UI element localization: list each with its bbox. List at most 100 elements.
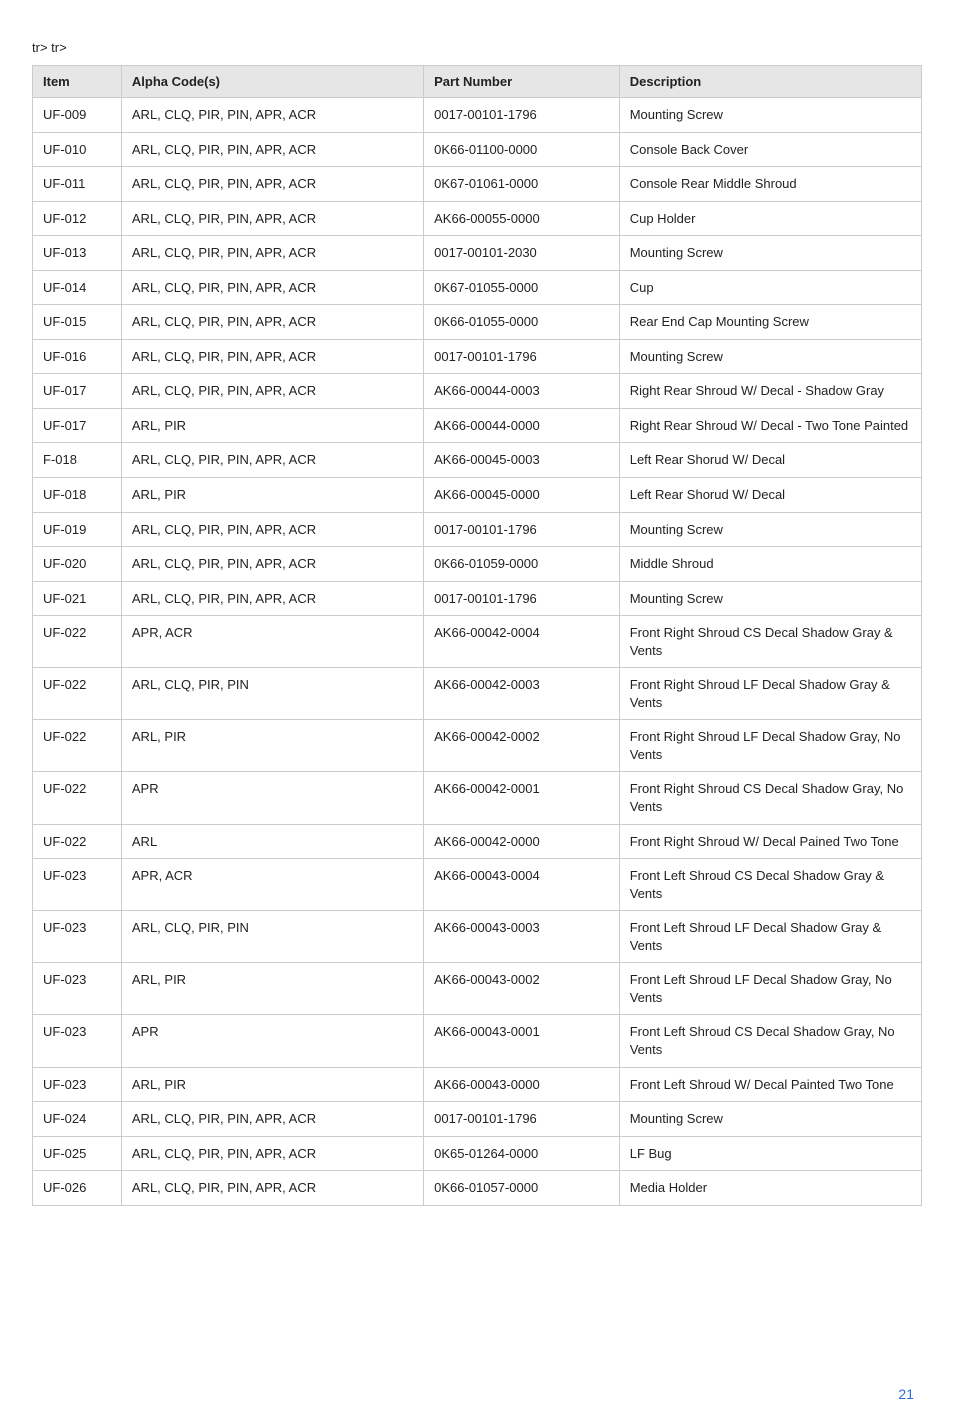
table-cell: AK66-00043-0002 [424, 963, 620, 1015]
table-cell: ARL, PIR [121, 963, 423, 1015]
table-cell: Mounting Screw [619, 339, 921, 374]
table-cell: 0017-00101-1796 [424, 98, 620, 133]
table-cell: ARL [121, 824, 423, 859]
table-cell: F-018 [33, 443, 122, 478]
table-cell: UF-023 [33, 911, 122, 963]
table-cell: UF-014 [33, 270, 122, 305]
table-row: UF-018ARL, PIRAK66-00045-0000Left Rear S… [33, 478, 922, 513]
table-cell: Media Holder [619, 1171, 921, 1206]
table-cell: Front Right Shroud LF Decal Shadow Gray … [619, 668, 921, 720]
table-cell: AK66-00043-0001 [424, 1015, 620, 1067]
table-row: UF-022APR, ACRAK66-00042-0004Front Right… [33, 616, 922, 668]
table-cell: UF-020 [33, 547, 122, 582]
table-cell: Front Left Shroud W/ Decal Painted Two T… [619, 1067, 921, 1102]
table-cell: ARL, CLQ, PIR, PIN, APR, ACR [121, 132, 423, 167]
table-row: UF-016ARL, CLQ, PIR, PIN, APR, ACR0017-0… [33, 339, 922, 374]
table-cell: Mounting Screw [619, 512, 921, 547]
table-cell: Front Left Shroud CS Decal Shadow Gray &… [619, 859, 921, 911]
table-cell: AK66-00043-0004 [424, 859, 620, 911]
table-cell: UF-025 [33, 1136, 122, 1171]
table-row: UF-023ARL, PIRAK66-00043-0002Front Left … [33, 963, 922, 1015]
table-cell: Mounting Screw [619, 1102, 921, 1137]
table-cell: ARL, CLQ, PIR, PIN, APR, ACR [121, 547, 423, 582]
table-cell: Front Left Shroud LF Decal Shadow Gray &… [619, 911, 921, 963]
table-cell: Front Right Shroud LF Decal Shadow Gray,… [619, 720, 921, 772]
table-cell: UF-022 [33, 720, 122, 772]
table-cell: UF-017 [33, 408, 122, 443]
table-cell: ARL, CLQ, PIR, PIN, APR, ACR [121, 98, 423, 133]
table-cell: 0K66-01057-0000 [424, 1171, 620, 1206]
table-row: UF-017ARL, CLQ, PIR, PIN, APR, ACRAK66-0… [33, 374, 922, 409]
table-cell: UF-024 [33, 1102, 122, 1137]
table-cell: Rear End Cap Mounting Screw [619, 305, 921, 340]
parts-table: Item Alpha Code(s) Part Number Descripti… [32, 65, 922, 1206]
table-cell: UF-022 [33, 668, 122, 720]
table-cell: ARL, CLQ, PIR, PIN, APR, ACR [121, 443, 423, 478]
table-row: UF-022APRAK66-00042-0001Front Right Shro… [33, 772, 922, 824]
table-cell: UF-026 [33, 1171, 122, 1206]
table-row: UF-025ARL, CLQ, PIR, PIN, APR, ACR0K65-0… [33, 1136, 922, 1171]
table-cell: AK66-00055-0000 [424, 201, 620, 236]
table-row: UF-019ARL, CLQ, PIR, PIN, APR, ACR0017-0… [33, 512, 922, 547]
table-cell: Middle Shroud [619, 547, 921, 582]
header-desc: Description [619, 66, 921, 98]
table-cell: AK66-00042-0002 [424, 720, 620, 772]
table-cell: 0K67-01061-0000 [424, 167, 620, 202]
table-row: UF-009ARL, CLQ, PIR, PIN, APR, ACR0017-0… [33, 98, 922, 133]
table-cell: UF-012 [33, 201, 122, 236]
table-cell: ARL, CLQ, PIR, PIN, APR, ACR [121, 512, 423, 547]
table-cell: ARL, CLQ, PIR, PIN, APR, ACR [121, 581, 423, 616]
header-item: Item [33, 66, 122, 98]
table-cell: Cup Holder [619, 201, 921, 236]
table-cell: UF-016 [33, 339, 122, 374]
table-cell: ARL, CLQ, PIR, PIN, APR, ACR [121, 1102, 423, 1137]
table-cell: UF-019 [33, 512, 122, 547]
table-cell: ARL, CLQ, PIR, PIN, APR, ACR [121, 270, 423, 305]
table-cell: AK66-00044-0003 [424, 374, 620, 409]
table-cell: UF-015 [33, 305, 122, 340]
table-cell: UF-013 [33, 236, 122, 271]
table-cell: Front Left Shroud LF Decal Shadow Gray, … [619, 963, 921, 1015]
page-number: 21 [898, 1386, 914, 1402]
table-cell: APR, ACR [121, 859, 423, 911]
table-cell: UF-023 [33, 1015, 122, 1067]
table-row: UF-012ARL, CLQ, PIR, PIN, APR, ACRAK66-0… [33, 201, 922, 236]
table-cell: AK66-00042-0003 [424, 668, 620, 720]
table-cell: Mounting Screw [619, 98, 921, 133]
header-alpha: Alpha Code(s) [121, 66, 423, 98]
table-row: UF-022ARLAK66-00042-0000Front Right Shro… [33, 824, 922, 859]
table-cell: Left Rear Shorud W/ Decal [619, 478, 921, 513]
table-cell: Mounting Screw [619, 236, 921, 271]
table-cell: 0K67-01055-0000 [424, 270, 620, 305]
table-cell: ARL, PIR [121, 720, 423, 772]
table-row: UF-022ARL, PIRAK66-00042-0002Front Right… [33, 720, 922, 772]
table-cell: ARL, CLQ, PIR, PIN, APR, ACR [121, 1171, 423, 1206]
table-cell: Front Right Shroud CS Decal Shadow Gray,… [619, 772, 921, 824]
table-cell: AK66-00045-0003 [424, 443, 620, 478]
table-cell: ARL, CLQ, PIR, PIN, APR, ACR [121, 167, 423, 202]
table-row: UF-026ARL, CLQ, PIR, PIN, APR, ACR0K66-0… [33, 1171, 922, 1206]
table-row: UF-024ARL, CLQ, PIR, PIN, APR, ACR0017-0… [33, 1102, 922, 1137]
table-cell: Left Rear Shorud W/ Decal [619, 443, 921, 478]
table-cell: ARL, CLQ, PIR, PIN, APR, ACR [121, 305, 423, 340]
table-cell: APR [121, 1015, 423, 1067]
table-cell: Console Back Cover [619, 132, 921, 167]
header-part: Part Number [424, 66, 620, 98]
table-cell: Mounting Screw [619, 581, 921, 616]
table-cell: UF-022 [33, 772, 122, 824]
table-row: UF-022ARL, CLQ, PIR, PINAK66-00042-0003F… [33, 668, 922, 720]
table-cell: 0K66-01059-0000 [424, 547, 620, 582]
table-cell: ARL, CLQ, PIR, PIN, APR, ACR [121, 201, 423, 236]
prefix-text: tr> tr> [32, 40, 922, 55]
table-row: UF-014ARL, CLQ, PIR, PIN, APR, ACR0K67-0… [33, 270, 922, 305]
table-row: UF-023ARL, PIRAK66-00043-0000Front Left … [33, 1067, 922, 1102]
table-cell: ARL, CLQ, PIR, PIN, APR, ACR [121, 236, 423, 271]
table-row: UF-013ARL, CLQ, PIR, PIN, APR, ACR0017-0… [33, 236, 922, 271]
table-cell: AK66-00043-0000 [424, 1067, 620, 1102]
table-cell: UF-022 [33, 616, 122, 668]
table-row: F-018ARL, CLQ, PIR, PIN, APR, ACRAK66-00… [33, 443, 922, 478]
table-cell: 0K66-01055-0000 [424, 305, 620, 340]
table-row: UF-020ARL, CLQ, PIR, PIN, APR, ACR0K66-0… [33, 547, 922, 582]
table-cell: ARL, PIR [121, 1067, 423, 1102]
table-cell: AK66-00045-0000 [424, 478, 620, 513]
